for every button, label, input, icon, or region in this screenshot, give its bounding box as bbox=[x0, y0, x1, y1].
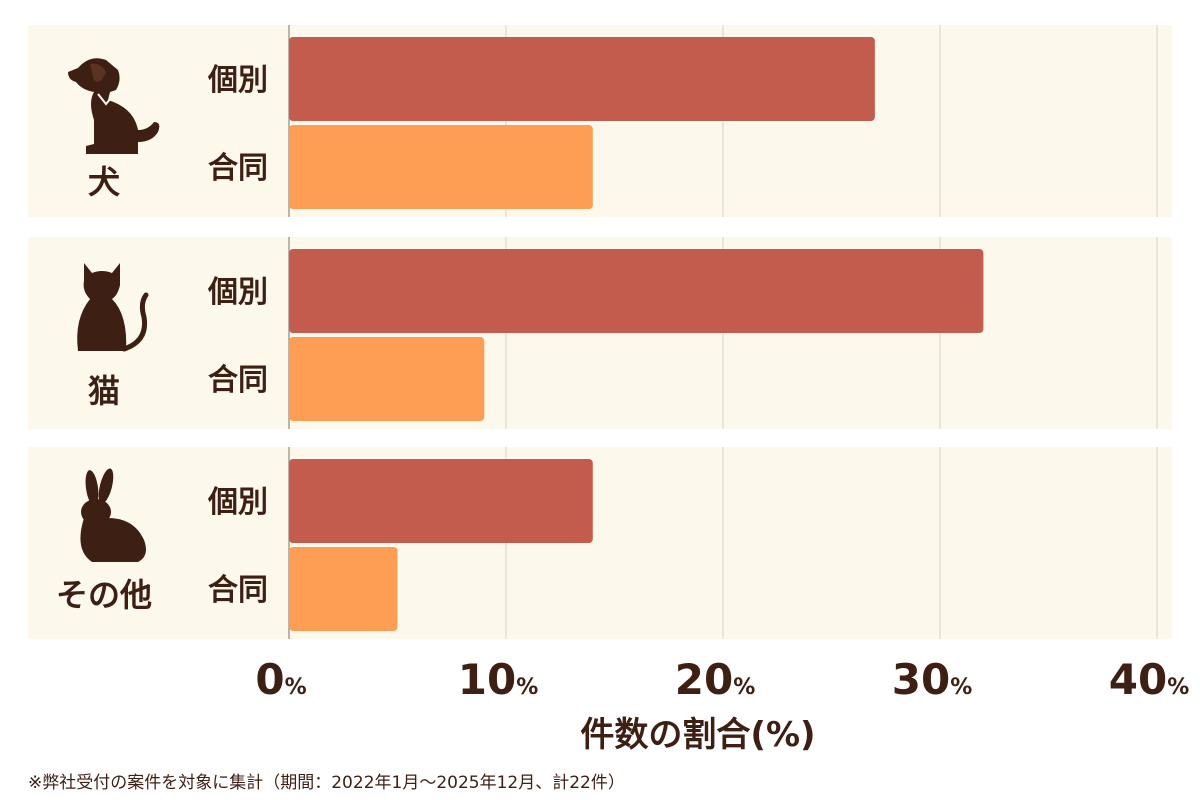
dog-collar bbox=[97, 91, 117, 106]
dog-ear bbox=[90, 63, 106, 82]
x-tick-label: 0% bbox=[255, 655, 306, 704]
bar-label: 合同 bbox=[208, 151, 268, 186]
bar-label: 個別 bbox=[207, 485, 268, 520]
bar bbox=[289, 547, 398, 631]
rabbit-ear bbox=[85, 470, 99, 506]
bar-label: 個別 bbox=[207, 275, 268, 310]
group-label: 犬 bbox=[88, 163, 120, 201]
bar-label: 個別 bbox=[207, 63, 268, 98]
footnote: ※弊社受付の案件を対象に集計（期間：2022年1月〜2025年12月、計22件） bbox=[28, 773, 625, 793]
dog-icon bbox=[68, 58, 160, 155]
group-label: 猫 bbox=[88, 372, 120, 410]
rabbit-ear bbox=[98, 468, 114, 504]
x-axis-label: 件数の割合(%) bbox=[580, 715, 815, 755]
rabbit-body bbox=[80, 518, 146, 562]
bar bbox=[289, 37, 875, 121]
cat-icon bbox=[77, 263, 149, 352]
x-tick-label: 10% bbox=[458, 655, 539, 704]
rabbit-icon bbox=[80, 468, 146, 562]
cat-tail bbox=[121, 292, 149, 352]
bar bbox=[289, 459, 593, 543]
bar-label: 合同 bbox=[208, 363, 268, 398]
group-label: その他 bbox=[56, 576, 152, 614]
x-tick-label: 40% bbox=[1109, 655, 1190, 704]
bar bbox=[289, 337, 485, 421]
bar bbox=[289, 249, 984, 333]
group-panel bbox=[28, 447, 1172, 639]
cat-shape bbox=[77, 263, 127, 351]
bar bbox=[289, 125, 593, 209]
dog-shape bbox=[68, 58, 160, 155]
x-tick-label: 30% bbox=[892, 655, 973, 704]
bar-label: 合同 bbox=[208, 573, 268, 608]
x-tick-label: 20% bbox=[675, 655, 756, 704]
